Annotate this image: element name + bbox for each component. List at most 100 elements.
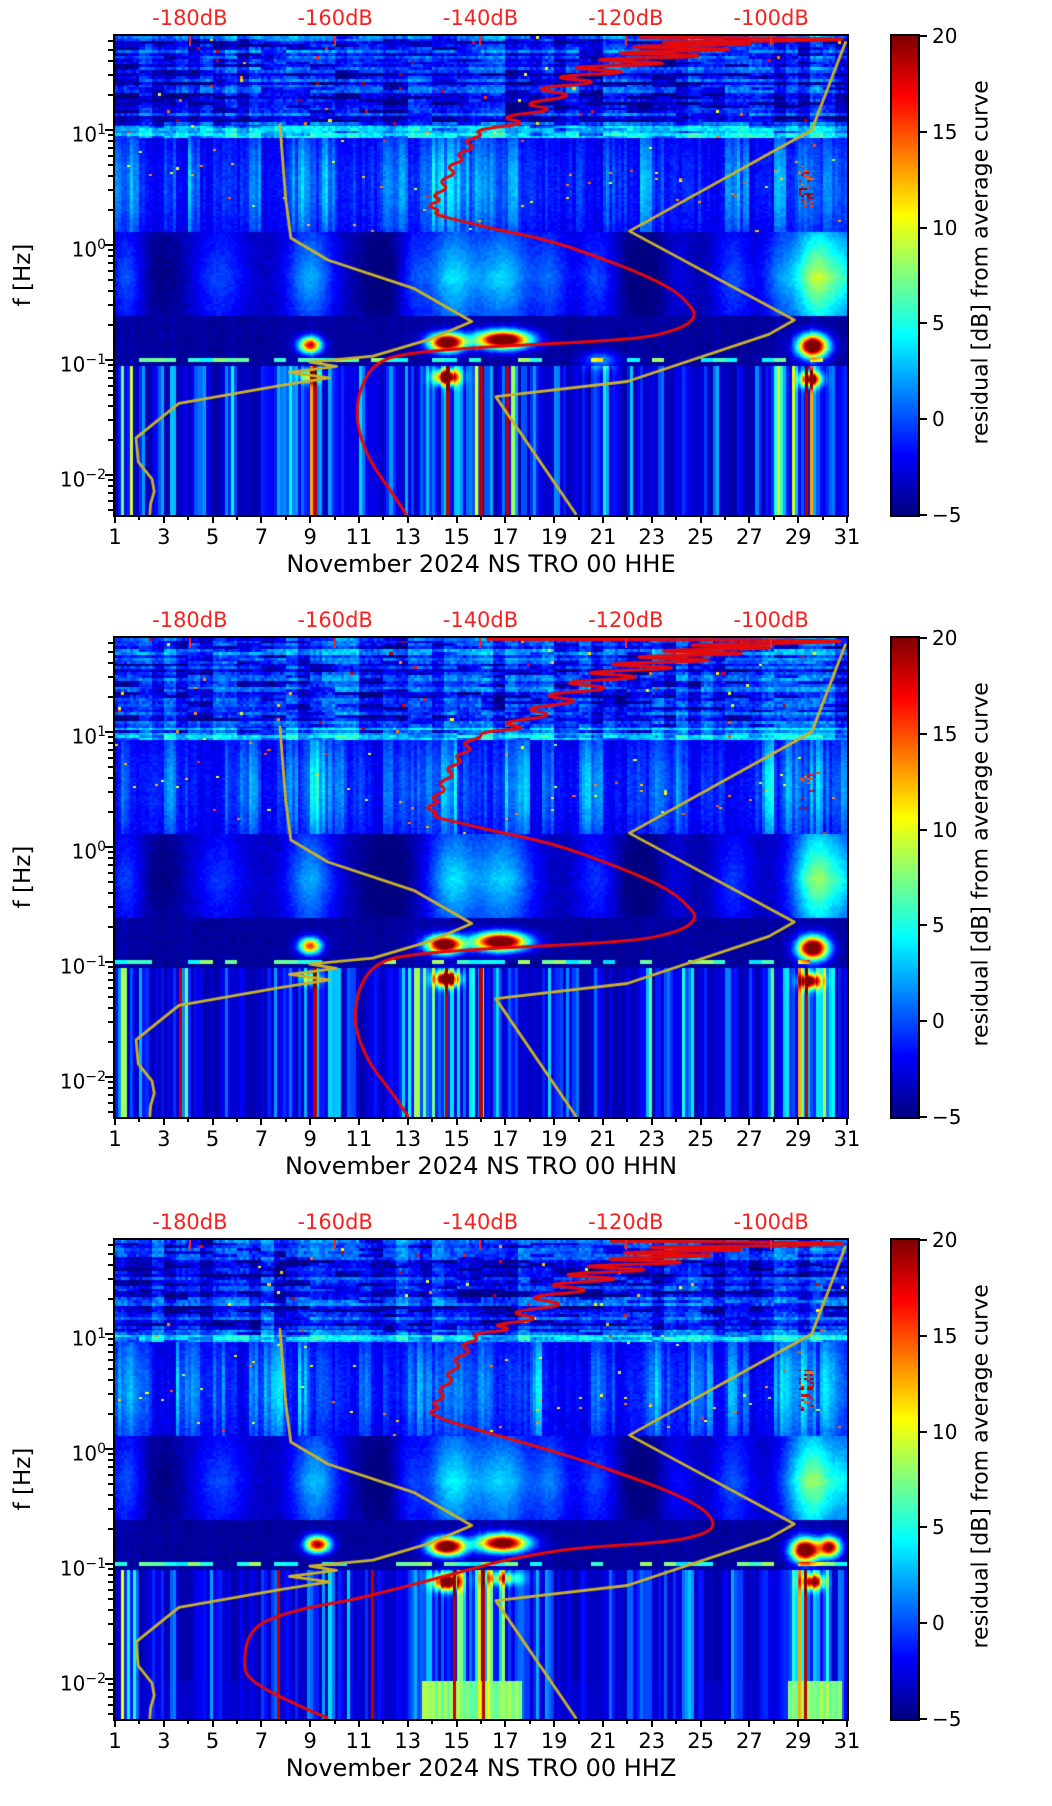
x-minor-tick xyxy=(236,1117,238,1122)
x-tick xyxy=(358,515,360,523)
y-tick xyxy=(105,129,113,131)
y-minor-tick xyxy=(108,1021,113,1024)
db-axis-label: -100dB xyxy=(733,1210,809,1234)
x-tick-label: 21 xyxy=(589,1127,617,1151)
db-tick xyxy=(479,638,482,648)
y-minor-tick xyxy=(108,485,113,488)
y-minor-tick xyxy=(108,906,113,909)
y-minor-tick xyxy=(108,776,113,779)
x-minor-tick xyxy=(821,1117,824,1122)
x-tick-label: 25 xyxy=(687,1729,714,1753)
x-minor-tick xyxy=(236,515,238,520)
x-minor-tick xyxy=(821,515,824,520)
x-minor-tick xyxy=(382,1719,385,1724)
x-tick xyxy=(748,1719,751,1727)
colorbar-hhe xyxy=(890,34,920,517)
x-tick-label: 23 xyxy=(638,525,666,549)
x-tick xyxy=(260,1719,263,1727)
x-minor-tick xyxy=(675,515,678,520)
y-tick xyxy=(105,1076,113,1078)
x-minor-tick xyxy=(333,515,336,520)
colorbar-tick xyxy=(920,732,927,735)
y-minor-tick xyxy=(108,255,113,258)
x-minor-tick xyxy=(626,515,629,520)
x-tick-label: 13 xyxy=(394,525,422,549)
colorbar-tick xyxy=(920,828,927,831)
db-axis-label: -120dB xyxy=(588,6,664,30)
colorbar-canvas-hhz xyxy=(892,1240,918,1719)
x-tick-label: 11 xyxy=(345,525,373,549)
x-tick xyxy=(504,1117,507,1125)
y-minor-tick xyxy=(108,1338,113,1341)
x-minor-tick xyxy=(772,515,775,520)
x-minor-tick xyxy=(382,1117,385,1122)
x-tick-label: 1 xyxy=(108,1127,122,1151)
x-tick xyxy=(406,515,409,523)
x-tick-label: 31 xyxy=(833,1729,861,1753)
y-minor-tick xyxy=(108,880,113,883)
y-tick xyxy=(105,1333,113,1335)
y-minor-tick xyxy=(108,74,113,77)
colorbar-tick-label: −5 xyxy=(932,503,962,527)
x-minor-tick xyxy=(138,515,141,520)
y-minor-tick xyxy=(108,48,113,51)
db-axis-label: -140dB xyxy=(442,1210,519,1234)
x-tick-label: 17 xyxy=(492,1127,519,1151)
x-tick xyxy=(162,1117,165,1125)
plot-hhz xyxy=(113,1238,849,1721)
x-tick-label: 5 xyxy=(205,1729,220,1753)
x-tick xyxy=(650,1719,653,1727)
colorbar-tick-label: 5 xyxy=(932,311,945,336)
y-minor-tick xyxy=(108,1041,113,1044)
colorbar-hhz xyxy=(890,1238,920,1721)
db-tick xyxy=(624,638,627,648)
x-tick xyxy=(260,515,263,523)
colorbar-canvas-hhn xyxy=(892,638,918,1117)
y-tick-label: 10−1 xyxy=(59,352,106,377)
colorbar-canvas-hhe xyxy=(892,36,918,515)
y-minor-tick xyxy=(108,1243,113,1246)
y-minor-tick xyxy=(108,289,113,292)
db-tick xyxy=(188,36,191,46)
y-minor-tick xyxy=(108,857,113,860)
db-axis-label: -120dB xyxy=(588,1210,664,1234)
y-minor-tick xyxy=(108,508,113,511)
y-minor-tick xyxy=(108,146,113,149)
y-minor-tick xyxy=(108,1453,113,1456)
db-tick xyxy=(624,36,627,46)
y-minor-tick xyxy=(108,370,113,373)
y-minor-tick xyxy=(108,1006,113,1009)
colorbar-label: residual [dB] from average curve xyxy=(968,80,994,445)
y-minor-tick xyxy=(108,1588,113,1591)
db-tick xyxy=(770,638,773,648)
y-minor-tick xyxy=(108,404,113,407)
x-tick-label: 25 xyxy=(687,525,714,549)
y-minor-tick xyxy=(108,376,113,379)
x-tick-label: 1 xyxy=(108,1729,122,1753)
x-tick xyxy=(846,1117,848,1125)
y-minor-tick xyxy=(108,1101,113,1104)
colorbar-tick-label: 10 xyxy=(932,215,958,240)
y-minor-tick xyxy=(108,59,113,62)
x-tick xyxy=(846,1719,848,1727)
y-minor-tick xyxy=(108,891,113,894)
x-minor-tick xyxy=(284,515,287,520)
y-tick xyxy=(105,1563,113,1565)
x-minor-tick xyxy=(626,1117,629,1122)
y-minor-tick xyxy=(108,491,113,494)
y-minor-tick xyxy=(108,189,113,192)
y-minor-tick xyxy=(108,393,113,396)
x-tick-label: 5 xyxy=(205,1127,220,1151)
x-minor-tick xyxy=(333,1117,336,1122)
colorbar-tick-label: 0 xyxy=(932,407,945,432)
db-axis-label: -120dB xyxy=(588,608,664,632)
x-tick xyxy=(455,1117,458,1125)
colorbar-tick xyxy=(920,1239,927,1241)
y-tick-label: 10−2 xyxy=(59,1671,106,1696)
x-minor-tick xyxy=(675,1117,678,1122)
x-tick xyxy=(748,515,751,523)
y-minor-tick xyxy=(108,926,113,929)
y-minor-tick xyxy=(108,966,113,969)
x-minor-tick xyxy=(187,1719,190,1724)
